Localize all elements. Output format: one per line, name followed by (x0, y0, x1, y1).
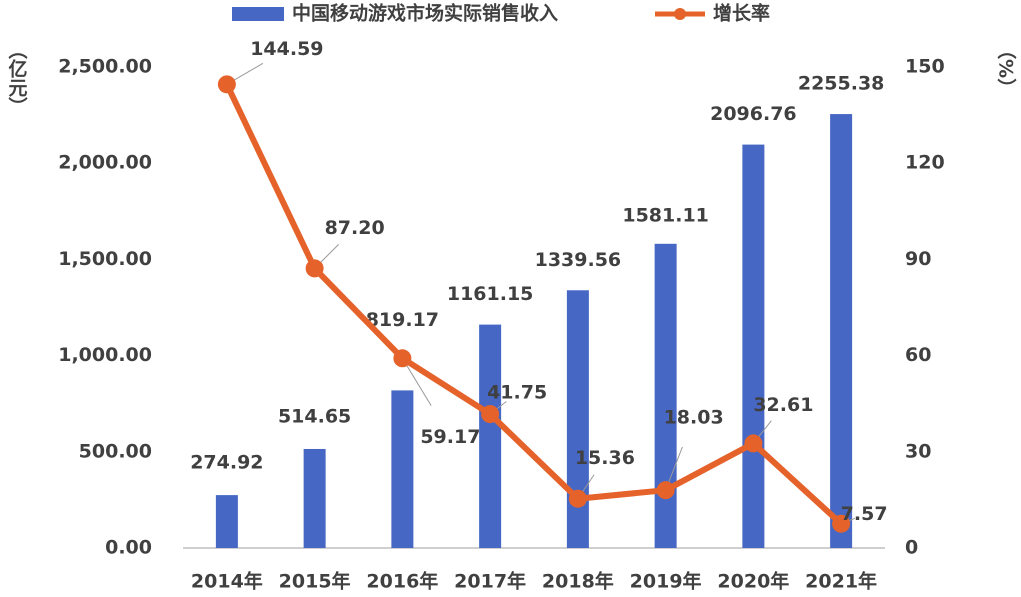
bar-value-label: 1339.56 (535, 249, 622, 271)
y2-tick-label: 150 (905, 56, 945, 78)
line-value-label: 15.36 (575, 447, 635, 469)
line (224, 83, 844, 526)
x-tick-label: 2015年 (279, 570, 351, 593)
legend-swatch-bar (232, 7, 284, 21)
y-tick-label: 1,000.00 (58, 344, 152, 366)
y2-tick-label: 60 (905, 344, 931, 366)
bar (391, 390, 414, 548)
bar (566, 290, 589, 548)
bar (654, 243, 677, 548)
y2-axis-label: （%） (995, 40, 1017, 97)
line-marker (568, 489, 587, 508)
legend-swatch-marker (674, 8, 686, 20)
line-marker (744, 434, 763, 453)
x-tick-label: 2014年 (191, 570, 263, 593)
y-tick-label: 1,500.00 (58, 248, 152, 270)
line-value-label: 144.59 (250, 38, 323, 60)
bar-value-label: 2096.76 (710, 103, 797, 125)
bar-value-label: 1581.11 (622, 204, 709, 226)
x-tick-label: 2016年 (366, 570, 438, 593)
bar-value-label: 1161.15 (447, 283, 534, 305)
line-marker (481, 405, 500, 424)
line-marker (393, 349, 412, 368)
y-tick-label: 0.00 (105, 537, 152, 559)
bar-value-label: 819.17 (366, 309, 439, 331)
x-tick-label: 2021年 (805, 570, 877, 593)
y2-tick-label: 120 (905, 152, 945, 174)
y2-tick-label: 0 (905, 537, 918, 559)
bar (830, 114, 853, 549)
y2-tick-label: 30 (905, 440, 931, 462)
x-tick-label: 2017年 (454, 570, 526, 593)
line-value-label: 41.75 (487, 382, 547, 404)
line-marker (656, 481, 675, 500)
y-axis-label: （亿元） (6, 40, 28, 116)
bar (742, 144, 765, 548)
line-marker (217, 75, 236, 94)
legend-label: 增长率 (713, 2, 770, 25)
y-tick-label: 2,000.00 (58, 152, 152, 174)
bar-value-label: 2255.38 (798, 73, 885, 95)
y-tick-label: 2,500.00 (58, 56, 152, 78)
line-value-label: 87.20 (325, 217, 385, 239)
y2-tick-label: 90 (905, 248, 931, 270)
x-tick-label: 2018年 (542, 570, 614, 593)
bar (479, 324, 502, 548)
y-tick-label: 500.00 (79, 440, 152, 462)
legend-label: 中国移动游戏市场实际销售收入 (292, 2, 558, 25)
line-marker (305, 259, 324, 278)
line-value-label: 59.17 (420, 426, 480, 448)
x-tick-label: 2020年 (717, 570, 789, 593)
line-value-label: 7.57 (841, 503, 888, 525)
bar (215, 495, 238, 548)
bar-value-label: 274.92 (190, 452, 263, 474)
leader-line (401, 358, 432, 406)
bar (303, 448, 326, 548)
x-tick-label: 2019年 (630, 570, 702, 593)
bar-value-label: 514.65 (278, 405, 351, 427)
line-marker (832, 514, 851, 533)
line-value-label: 18.03 (664, 407, 724, 429)
line-value-label: 32.61 (753, 394, 813, 416)
